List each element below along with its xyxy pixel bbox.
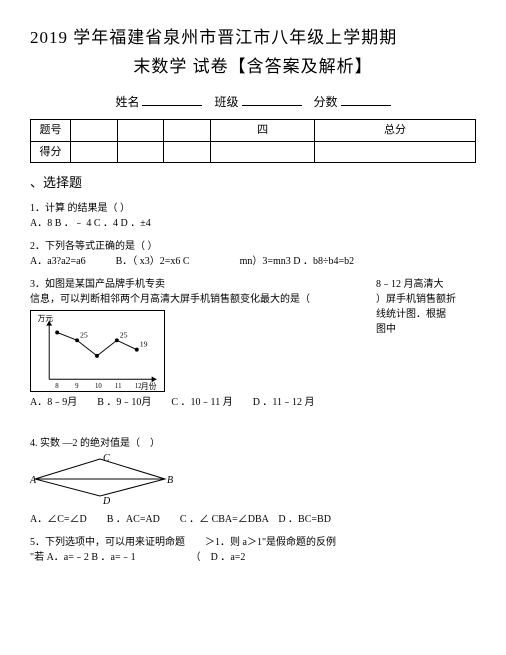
svg-text:25: 25 <box>80 330 88 339</box>
question-1: 1．计算 的结果是（ ） A．8 B ．﹣ 4 C ．4 D ．±4 <box>30 201 476 231</box>
label-name: 姓名 <box>115 95 139 109</box>
q5-stem: 5．下列选项中，可以用来证明命题 ＞1．则 a＞1"是假命题的反例 <box>30 535 476 550</box>
q2-stem: 2．下列各等式正确的是（ ） <box>30 239 476 254</box>
cell <box>117 141 164 163</box>
cell <box>164 141 211 163</box>
cell-col4: 四 <box>211 120 315 142</box>
q3-right-3: 线统计图．根据 <box>376 307 476 322</box>
chart-x-label: 月份 <box>141 381 157 391</box>
q1-stem: 1．计算 的结果是（ ） <box>30 201 476 216</box>
svg-text:B: B <box>167 475 173 486</box>
title-line-2: 末数学 试卷【含答案及解析】 <box>30 54 476 80</box>
question-2: 2．下列各等式正确的是（ ） A．a3?a2=a6 B．（ x3）2=x6 C … <box>30 239 476 269</box>
table-row: 题号 四 总分 <box>31 120 476 142</box>
section-title: 、选择题 <box>30 173 476 193</box>
student-info-line: 姓名 班级 分数 <box>30 93 476 111</box>
cell <box>315 141 476 163</box>
cell <box>117 120 164 142</box>
blank-score <box>341 105 391 106</box>
svg-text:10: 10 <box>95 383 102 390</box>
cell-col5: 总分 <box>315 120 476 142</box>
q3-chart: 万元 252519 89101112 月份 <box>30 310 165 392</box>
svg-text:19: 19 <box>140 339 148 348</box>
q3-right-1: 8﹣12 月高清大 <box>376 277 476 292</box>
chart-points: 25 25 19 <box>55 330 147 357</box>
cell-label-tihao: 题号 <box>31 120 71 142</box>
q3-stem2: 信息，可以判断相邻两个月高清大屏手机销售额变化最大的是（ <box>30 292 376 307</box>
svg-text:C: C <box>103 454 110 464</box>
svg-text:25: 25 <box>120 330 128 339</box>
chart-x-ticks: 89101112 <box>55 383 142 390</box>
q4-stem: 4. 实数 —2 的绝对值是（ ） <box>30 436 476 451</box>
svg-text:11: 11 <box>115 383 122 390</box>
q3-stem: 3．如图是某国产品牌手机专卖 <box>30 277 376 292</box>
svg-text:D: D <box>102 496 111 504</box>
label-class: 班级 <box>214 95 238 109</box>
q3-right-4: 图中 <box>376 322 476 337</box>
q1-options: A．8 B ．﹣ 4 C ．4 D ．±4 <box>30 216 476 231</box>
cell <box>211 141 315 163</box>
q4-diagram: A C D B <box>30 454 175 504</box>
q3-options: A．8﹣9月 B ．9﹣10月 C ．10﹣11 月 D ．11﹣12 月 <box>30 395 476 410</box>
svg-text:A: A <box>30 475 37 486</box>
title-line-1: 2019 学年福建省泉州市晋江市八年级上学期期 <box>30 25 476 51</box>
svg-text:9: 9 <box>75 383 79 390</box>
cell <box>71 120 118 142</box>
label-score: 分数 <box>314 95 338 109</box>
q3-right-2: ）屏手机销售额折 <box>376 292 476 307</box>
blank-name <box>142 105 202 106</box>
q2-options: A．a3?a2=a6 B．（ x3）2=x6 C mn）3=mn3 D ．b8÷… <box>30 254 476 269</box>
chart-y-label: 万元 <box>38 313 54 322</box>
cell <box>71 141 118 163</box>
question-3: 3．如图是某国产品牌手机专卖 信息，可以判断相邻两个月高清大屏手机销售额变化最大… <box>30 277 476 410</box>
score-table: 题号 四 总分 得分 <box>30 119 476 163</box>
q4-options: A．∠C=∠D B ．AC=AD C ．∠ CBA=∠DBA D ．BC=BD <box>30 512 476 527</box>
cell-label-defen: 得分 <box>31 141 71 163</box>
chart-svg: 万元 252519 89101112 月份 <box>31 311 164 391</box>
svg-text:8: 8 <box>55 383 59 390</box>
question-4: 4. 实数 —2 的绝对值是（ ） A C D B A．∠C=∠D B ．AC=AD … <box>30 436 476 528</box>
table-row: 得分 <box>31 141 476 163</box>
cell <box>164 120 211 142</box>
blank-class <box>242 105 302 106</box>
question-5: 5．下列选项中，可以用来证明命题 ＞1．则 a＞1"是假命题的反例 "若 A．a… <box>30 535 476 565</box>
q5-options: "若 A．a=﹣2 B ．a=﹣1 （ D ．a=2 <box>30 550 476 565</box>
